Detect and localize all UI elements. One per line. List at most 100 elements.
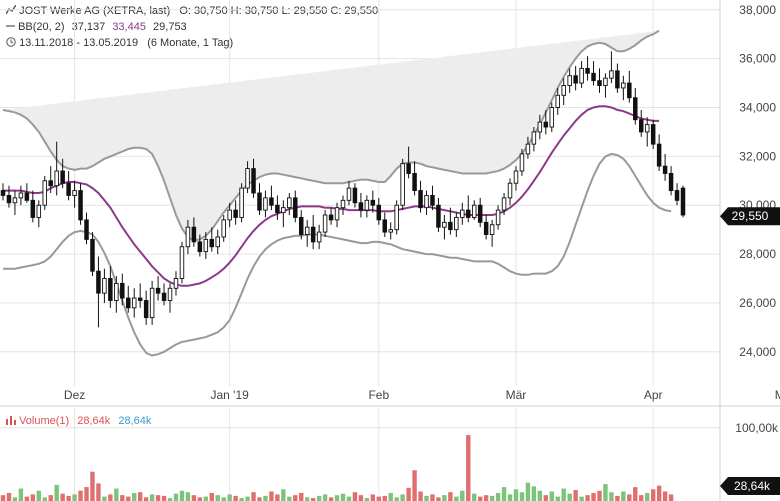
volume-bar <box>555 496 560 501</box>
candle-body <box>471 204 477 218</box>
candle-body <box>388 229 393 233</box>
candle <box>167 283 173 313</box>
candle-body <box>0 190 6 196</box>
candle <box>66 171 71 201</box>
volume-bar <box>340 493 346 501</box>
candle <box>263 190 268 218</box>
candle <box>466 195 471 223</box>
candle-body <box>96 270 101 294</box>
volume-bar <box>656 485 662 501</box>
volume-bar <box>668 494 674 501</box>
volume-bar <box>328 497 334 501</box>
candle <box>573 65 578 91</box>
candle <box>209 227 215 252</box>
candle-body <box>656 143 662 167</box>
candle <box>477 197 483 228</box>
volume-bar <box>161 495 167 501</box>
candle <box>42 175 48 211</box>
volume-bar <box>316 495 322 501</box>
volume-bar <box>501 487 507 501</box>
candle <box>460 202 465 225</box>
volume-bar <box>239 498 244 501</box>
candle <box>662 153 668 181</box>
volume-value-blue: 28,64k <box>118 415 152 427</box>
volume-bar <box>477 496 483 501</box>
candle <box>304 219 310 247</box>
candle-body <box>245 168 250 189</box>
candle <box>489 219 495 247</box>
candle-body <box>495 209 501 226</box>
candle <box>78 183 83 225</box>
candle-body <box>60 170 65 184</box>
candle <box>0 183 6 201</box>
volume-bar <box>633 487 638 501</box>
candle <box>310 214 316 250</box>
volume-bar <box>48 495 53 501</box>
candle <box>513 166 519 191</box>
header-instrument-line: JOST Werke AG (XETRA, last) O: 30,750 H:… <box>5 4 378 18</box>
candle <box>585 56 590 81</box>
volume-bar <box>257 497 262 501</box>
candle-body <box>680 187 686 216</box>
candle-body <box>638 119 644 133</box>
candle <box>525 136 531 159</box>
volume-bar <box>400 494 405 501</box>
candle <box>197 234 203 257</box>
candle-body <box>585 67 590 74</box>
volume-bar <box>543 495 549 501</box>
candle-body <box>251 168 256 194</box>
candle <box>555 87 560 115</box>
volume-bar <box>305 497 310 501</box>
volume-bar <box>489 495 495 501</box>
candle-body <box>460 209 465 218</box>
candle <box>328 207 334 225</box>
candle-body <box>36 204 42 218</box>
candle-body <box>442 221 447 228</box>
candle <box>120 273 125 306</box>
candle-body <box>334 207 340 221</box>
volume-bar <box>227 494 232 501</box>
candle-body <box>137 297 143 301</box>
time-tick-label: Feb <box>368 388 389 402</box>
price-tick-label: 28,000 <box>739 247 776 261</box>
candle-body <box>567 75 572 86</box>
volume-bar <box>507 494 513 501</box>
candle <box>215 229 220 255</box>
volume-bar <box>460 490 465 501</box>
candle <box>364 195 370 218</box>
volume-bar <box>525 482 531 501</box>
volume-bar <box>364 498 370 501</box>
volume-bar <box>430 494 435 501</box>
candle-body <box>436 204 441 228</box>
candle <box>108 266 113 308</box>
candle-body <box>24 192 30 201</box>
volume-bar <box>650 489 656 501</box>
candle-body <box>114 282 119 301</box>
candle <box>346 180 352 206</box>
volume-bar <box>376 496 381 501</box>
candle <box>388 222 393 240</box>
candle-body <box>6 194 12 204</box>
clock-icon <box>6 37 19 49</box>
candle <box>287 193 292 215</box>
candle <box>656 134 662 172</box>
candle-body <box>400 163 405 206</box>
candle-body <box>328 214 334 221</box>
candle-body <box>233 209 238 218</box>
volume-bar <box>126 496 131 501</box>
candle <box>615 63 620 93</box>
candle-body <box>412 173 417 192</box>
candle <box>84 212 89 245</box>
candle <box>60 158 65 189</box>
candle-body <box>609 70 614 79</box>
volume-bar <box>120 495 125 501</box>
candle <box>48 166 53 193</box>
candlesticks <box>0 51 686 328</box>
volume-bar <box>36 490 41 501</box>
candle <box>334 202 340 228</box>
volume-bar <box>424 495 429 501</box>
candle <box>501 193 507 215</box>
candle-body <box>519 153 525 172</box>
volume-bar <box>108 494 113 501</box>
